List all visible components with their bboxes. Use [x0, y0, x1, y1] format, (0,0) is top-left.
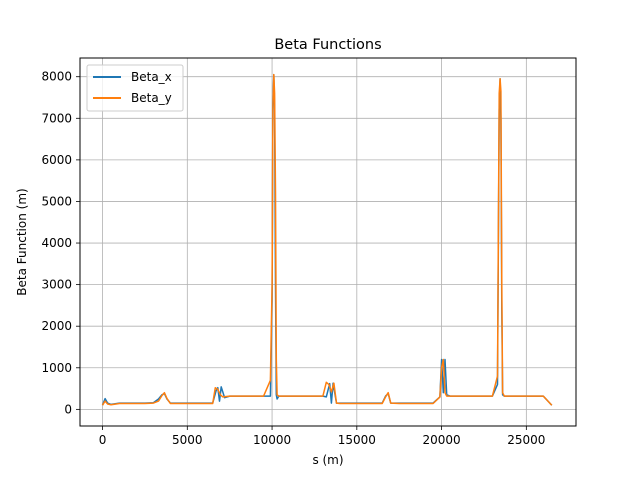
series-lines — [101, 73, 553, 406]
plot-frame — [79, 57, 577, 427]
series-line-beta-y — [101, 73, 553, 406]
y-tick-label: 6000 — [41, 153, 72, 167]
x-tick-label: 5000 — [172, 433, 203, 447]
x-tick-label: 20000 — [422, 433, 460, 447]
y-tick-label: 8000 — [41, 70, 72, 84]
axis-ticks: 0 5000 10000 15000 20000 25000 0 1000 2000 3000 40… — [41, 70, 545, 447]
y-tick-label: 3000 — [41, 278, 72, 292]
chart-title: Beta Functions — [274, 37, 381, 53]
y-tick-label: 7000 — [41, 111, 72, 125]
x-tick-label: 10000 — [253, 433, 291, 447]
y-tick-label: 2000 — [41, 319, 72, 333]
grid-lines — [80, 58, 576, 426]
y-tick-label: 1000 — [41, 361, 72, 375]
y-tick-label: 0 — [64, 402, 72, 416]
y-tick-label: 4000 — [41, 236, 72, 250]
legend: Beta_x Beta_y — [86, 64, 184, 112]
x-tick-label: 25000 — [507, 433, 545, 447]
x-tick-label: 0 — [99, 433, 107, 447]
legend-label-beta-y: Beta_y — [131, 91, 172, 105]
y-tick-label: 5000 — [41, 194, 72, 208]
legend-label-beta-x: Beta_x — [131, 70, 172, 84]
x-tick-label: 15000 — [338, 433, 376, 447]
x-axis-title: s (m) — [312, 453, 343, 467]
y-axis-title: Beta Function (m) — [15, 188, 29, 295]
